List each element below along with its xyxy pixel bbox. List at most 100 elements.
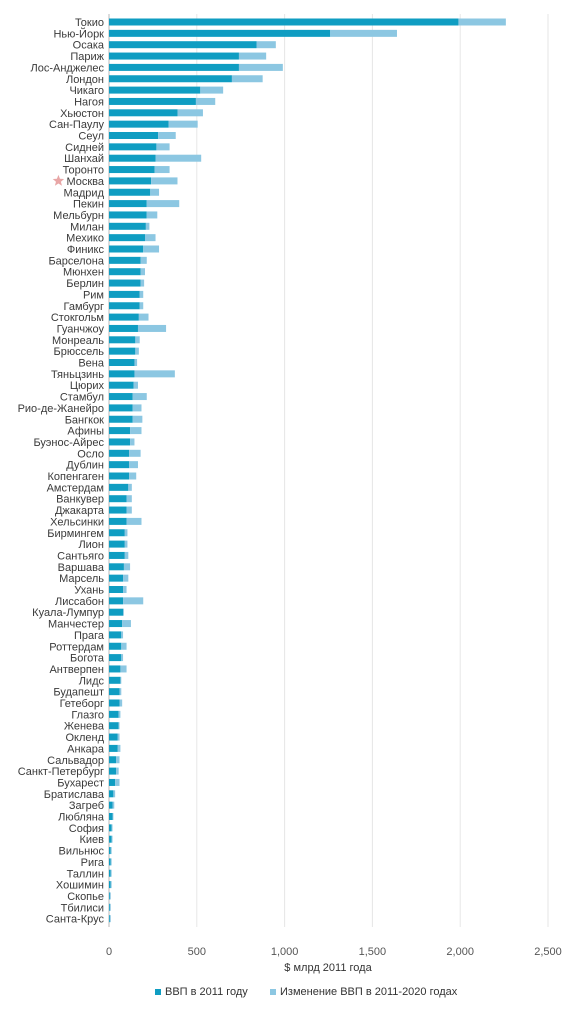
bar-gdp-change — [109, 903, 111, 911]
category-label: Буэнос-Айрес — [33, 437, 104, 449]
category-label: Хошимин — [56, 880, 104, 892]
bar-gdp-2011 — [109, 415, 133, 423]
legend-swatch — [155, 989, 161, 995]
bar-gdp-2011 — [109, 722, 119, 730]
bar-gdp-change — [123, 563, 131, 571]
category-label: Шанхай — [64, 153, 104, 165]
bar-gdp-2011 — [109, 52, 239, 60]
bar-gdp-2011 — [109, 177, 152, 185]
x-tick-label: 2,000 — [446, 946, 474, 958]
bar-gdp-change — [151, 177, 178, 185]
category-label: Гуанчжоу — [57, 323, 105, 335]
bar-gdp-2011 — [109, 631, 122, 639]
category-label: Берлин — [66, 278, 104, 290]
bar-gdp-2011 — [109, 892, 110, 900]
category-label: Скопье — [67, 891, 104, 903]
category-label: Санта-Крус — [46, 914, 105, 926]
bar-gdp-change — [144, 234, 156, 242]
bar-gdp-change — [231, 75, 263, 83]
category-label: Санкт-Петербург — [18, 766, 104, 778]
bar-gdp-change — [128, 483, 132, 491]
bar-gdp-2011 — [109, 506, 127, 514]
bar-gdp-2011 — [109, 767, 117, 775]
bar-gdp-change — [238, 63, 283, 71]
bar-gdp-2011 — [109, 540, 125, 548]
category-label: Афины — [67, 426, 104, 438]
bar-gdp-change — [138, 313, 149, 321]
bar-gdp-2011 — [109, 393, 133, 401]
bar-gdp-change — [110, 858, 112, 866]
bar-gdp-change — [110, 847, 112, 855]
category-label: Пекин — [73, 199, 104, 211]
bar-gdp-2011 — [109, 86, 201, 94]
category-label: Мельбурн — [53, 210, 104, 222]
bar-gdp-2011 — [109, 461, 130, 469]
bar-gdp-change — [118, 722, 120, 730]
bar-gdp-2011 — [109, 835, 112, 843]
category-label: Тбилиси — [61, 902, 104, 914]
bar-gdp-change — [123, 574, 129, 582]
bar-gdp-2011 — [109, 75, 232, 83]
bar-gdp-change — [133, 381, 138, 389]
category-label: Глазго — [71, 709, 104, 721]
category-label: Барселона — [48, 255, 104, 267]
bar-gdp-2011 — [109, 733, 118, 741]
category-label: Брюссель — [54, 346, 105, 358]
category-label: Загреб — [69, 800, 104, 812]
bar-gdp-2011 — [109, 699, 120, 707]
category-label: Мехико — [66, 233, 104, 245]
bar-gdp-2011 — [109, 324, 138, 332]
category-label: Тяньцзинь — [51, 369, 104, 381]
category-label: Гамбург — [64, 301, 104, 313]
bar-gdp-change — [135, 336, 140, 344]
bar-gdp-change — [112, 801, 115, 809]
bar-gdp-2011 — [109, 688, 120, 696]
bar-gdp-change — [129, 472, 137, 480]
bar-gdp-change — [120, 676, 122, 684]
category-label: Анкара — [67, 743, 105, 755]
bar-gdp-2011 — [109, 847, 111, 855]
bar-gdp-change — [154, 166, 170, 174]
legend-label: ВВП в 2011 году — [165, 986, 248, 998]
bar-gdp-change — [135, 347, 139, 355]
bar-gdp-2011 — [109, 154, 156, 162]
category-label: Гетеборг — [60, 698, 104, 710]
category-label: Осака — [73, 40, 105, 52]
category-label: Вильнюс — [59, 846, 105, 858]
bar-gdp-change — [116, 767, 119, 775]
bar-gdp-change — [123, 586, 127, 593]
bar-gdp-2011 — [109, 710, 119, 718]
bar-gdp-2011 — [109, 245, 144, 253]
bar-gdp-change — [122, 620, 131, 628]
bar-gdp-change — [117, 744, 121, 752]
category-label: Хельсинки — [50, 516, 104, 528]
bar-gdp-2011 — [109, 801, 113, 809]
x-tick-label: 500 — [188, 946, 206, 958]
bar-gdp-change — [124, 540, 128, 548]
category-label: Осло — [77, 448, 104, 460]
bar-gdp-change — [129, 461, 138, 469]
category-label: Бирмингем — [47, 528, 104, 540]
category-label: Марсель — [59, 573, 104, 585]
category-label: Рим — [83, 289, 104, 301]
category-label: Монреаль — [52, 335, 104, 347]
bar-gdp-2011 — [109, 211, 147, 219]
bar-gdp-2011 — [109, 858, 111, 866]
bar-gdp-change — [140, 256, 147, 264]
bar-gdp-2011 — [109, 744, 118, 752]
bar-gdp-2011 — [109, 449, 130, 457]
category-label: Москва — [66, 176, 104, 188]
bar-gdp-change — [177, 109, 203, 117]
bar-gdp-change — [146, 211, 158, 219]
bar-gdp-2011 — [109, 551, 125, 559]
bar-gdp-change — [156, 143, 170, 151]
bar-gdp-2011 — [109, 18, 459, 26]
bars — [109, 18, 506, 923]
category-label: Ванкувер — [56, 494, 104, 506]
bar-gdp-2011 — [109, 222, 146, 230]
bar-gdp-2011 — [109, 563, 124, 571]
bar-gdp-2011 — [109, 654, 122, 662]
bar-gdp-change — [117, 733, 120, 741]
category-label: Вена — [78, 358, 105, 370]
bar-gdp-2011 — [109, 370, 135, 378]
